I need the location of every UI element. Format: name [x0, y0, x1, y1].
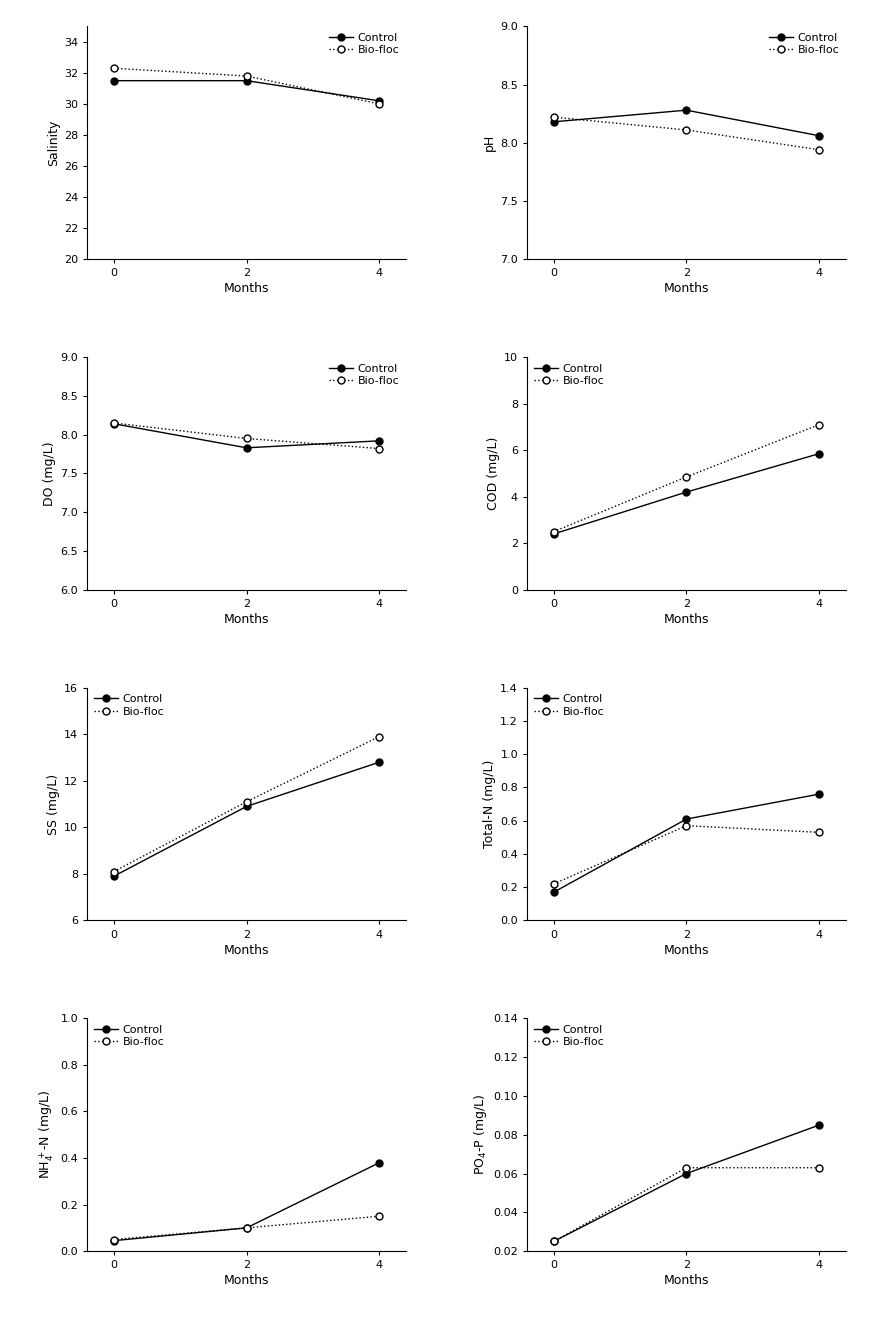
Bio-floc — [242, 431, 252, 446]
Legend: Control, Bio-floc: Control, Bio-floc — [530, 1022, 608, 1051]
Bio-floc — [814, 824, 825, 840]
Bio-floc — [681, 469, 691, 485]
Legend: Control, Bio-floc: Control, Bio-floc — [91, 691, 167, 720]
Bio-floc — [814, 1160, 825, 1176]
Y-axis label: Total-N (mg/L): Total-N (mg/L) — [483, 760, 496, 848]
Line: Bio-floc: Bio-floc — [550, 1164, 823, 1245]
Bio-floc — [548, 109, 559, 125]
Control — [548, 113, 559, 129]
Control — [548, 1234, 559, 1250]
Control — [814, 128, 825, 144]
Y-axis label: NH$_4^+$-N (mg/L): NH$_4^+$-N (mg/L) — [37, 1090, 57, 1179]
Bio-floc — [242, 68, 252, 84]
Line: Control: Control — [110, 1159, 383, 1245]
Control — [681, 811, 691, 827]
Y-axis label: PO$_4$-P (mg/L): PO$_4$-P (mg/L) — [472, 1094, 489, 1176]
Line: Control: Control — [550, 450, 823, 537]
Control — [108, 416, 119, 432]
Control — [814, 1117, 825, 1133]
Bio-floc — [681, 122, 691, 138]
Control — [242, 440, 252, 456]
Control — [548, 525, 559, 541]
X-axis label: Months: Months — [664, 612, 709, 626]
X-axis label: Months: Months — [224, 612, 269, 626]
Line: Control: Control — [110, 420, 383, 452]
Bio-floc — [108, 1231, 119, 1247]
Control — [548, 884, 559, 900]
Control — [242, 1220, 252, 1235]
Control — [681, 103, 691, 119]
Line: Control: Control — [110, 78, 383, 104]
Control — [814, 786, 825, 802]
X-axis label: Months: Months — [664, 944, 709, 956]
Control — [108, 72, 119, 88]
Bio-floc — [814, 142, 825, 158]
Bio-floc — [548, 524, 559, 540]
Bio-floc — [242, 1220, 252, 1235]
Bio-floc — [681, 1160, 691, 1176]
Line: Control: Control — [550, 790, 823, 896]
Legend: Control, Bio-floc: Control, Bio-floc — [91, 1022, 167, 1051]
Control — [374, 1155, 385, 1171]
Bio-floc — [374, 441, 385, 457]
Y-axis label: DO (mg/L): DO (mg/L) — [44, 441, 57, 506]
Control — [108, 868, 119, 884]
Legend: Control, Bio-floc: Control, Bio-floc — [325, 361, 403, 390]
Control — [814, 445, 825, 461]
Bio-floc — [814, 416, 825, 432]
Bio-floc — [108, 415, 119, 431]
Legend: Control, Bio-floc: Control, Bio-floc — [766, 30, 842, 58]
X-axis label: Months: Months — [224, 1275, 269, 1287]
Line: Control: Control — [550, 107, 823, 140]
Control — [374, 433, 385, 449]
Line: Bio-floc: Bio-floc — [110, 1213, 383, 1243]
Legend: Control, Bio-floc: Control, Bio-floc — [530, 361, 608, 390]
Bio-floc — [681, 818, 691, 834]
Bio-floc — [374, 96, 385, 112]
Y-axis label: SS (mg/L): SS (mg/L) — [47, 773, 60, 835]
Line: Bio-floc: Bio-floc — [110, 65, 383, 108]
Bio-floc — [374, 1208, 385, 1223]
Control — [108, 1233, 119, 1249]
Control — [374, 755, 385, 770]
Line: Control: Control — [550, 1122, 823, 1245]
Bio-floc — [242, 794, 252, 810]
X-axis label: Months: Months — [664, 282, 709, 295]
Bio-floc — [548, 1234, 559, 1250]
Bio-floc — [108, 61, 119, 76]
Y-axis label: Salinity: Salinity — [47, 120, 60, 166]
Line: Bio-floc: Bio-floc — [110, 420, 383, 452]
Line: Control: Control — [110, 759, 383, 880]
X-axis label: Months: Months — [224, 282, 269, 295]
Control — [681, 485, 691, 500]
Line: Bio-floc: Bio-floc — [550, 421, 823, 535]
X-axis label: Months: Months — [664, 1275, 709, 1287]
Control — [242, 798, 252, 814]
Bio-floc — [108, 864, 119, 880]
X-axis label: Months: Months — [224, 944, 269, 956]
Control — [374, 94, 385, 109]
Line: Bio-floc: Bio-floc — [550, 113, 823, 153]
Line: Bio-floc: Bio-floc — [110, 734, 383, 874]
Control — [681, 1166, 691, 1181]
Bio-floc — [374, 728, 385, 744]
Legend: Control, Bio-floc: Control, Bio-floc — [325, 30, 403, 58]
Y-axis label: COD (mg/L): COD (mg/L) — [487, 437, 500, 510]
Control — [242, 72, 252, 88]
Line: Bio-floc: Bio-floc — [550, 822, 823, 888]
Legend: Control, Bio-floc: Control, Bio-floc — [530, 691, 608, 720]
Y-axis label: pH: pH — [483, 134, 496, 151]
Bio-floc — [548, 876, 559, 892]
